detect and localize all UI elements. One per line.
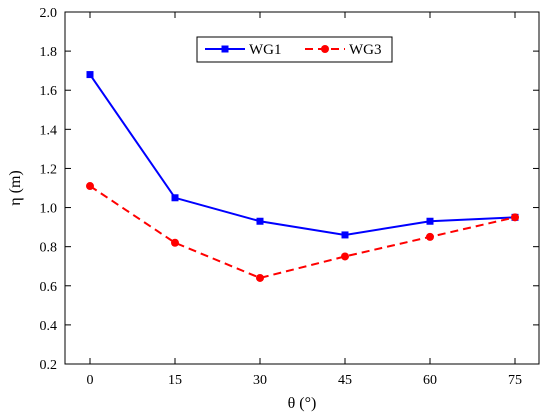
data-point-wg1 bbox=[341, 231, 349, 239]
plot-frame bbox=[64, 11, 540, 365]
legend: WG1 WG3 bbox=[196, 36, 393, 63]
legend-label-wg1: WG1 bbox=[249, 42, 282, 58]
data-point-wg1 bbox=[86, 71, 94, 79]
x-tick-label: 60 bbox=[423, 373, 437, 388]
y-tick-label: 1.6 bbox=[40, 84, 58, 99]
y-tick-label: 1.4 bbox=[40, 123, 58, 138]
series-line-wg3 bbox=[89, 185, 516, 280]
series-layer bbox=[86, 71, 519, 282]
x-tick-label: 45 bbox=[338, 373, 352, 388]
y-axis-title: η (m) bbox=[7, 170, 24, 205]
y-tick-label: 0.2 bbox=[40, 358, 58, 373]
y-tick-label: 0.8 bbox=[40, 241, 58, 256]
x-tick-label: 30 bbox=[253, 373, 267, 388]
legend-label-wg3: WG3 bbox=[349, 42, 382, 58]
y-tick-label: 1.2 bbox=[40, 162, 58, 177]
data-point-wg3 bbox=[426, 232, 434, 241]
data-point-wg3 bbox=[341, 252, 349, 261]
data-point-wg3 bbox=[86, 182, 94, 191]
x-axis-title: θ (°) bbox=[288, 395, 317, 412]
data-point-wg1 bbox=[426, 217, 434, 225]
x-tick-label: 15 bbox=[168, 373, 182, 388]
y-tick-label: 1.8 bbox=[40, 45, 58, 60]
data-point-wg3 bbox=[256, 273, 264, 282]
legend-marker-wg1 bbox=[221, 45, 229, 53]
x-tick-label: 0 bbox=[87, 373, 94, 388]
axis-ticks: 0 15 30 45 60 75 0.2 0.4 0.6 0.8 1.0 1.2 1.4 1.6 1.8 2.… bbox=[40, 6, 539, 388]
legend-marker-wg3 bbox=[321, 45, 329, 53]
y-tick-label: 1.0 bbox=[40, 202, 58, 217]
data-point-wg3 bbox=[171, 238, 179, 247]
data-point-wg3 bbox=[511, 213, 519, 222]
y-tick-label: 0.4 bbox=[40, 319, 58, 334]
data-point-wg1 bbox=[256, 217, 264, 225]
y-tick-label: 2.0 bbox=[40, 6, 58, 21]
y-tick-label: 0.6 bbox=[40, 280, 58, 295]
series-line-wg1 bbox=[89, 74, 516, 236]
x-tick-label: 75 bbox=[508, 373, 522, 388]
data-point-wg1 bbox=[171, 194, 179, 202]
